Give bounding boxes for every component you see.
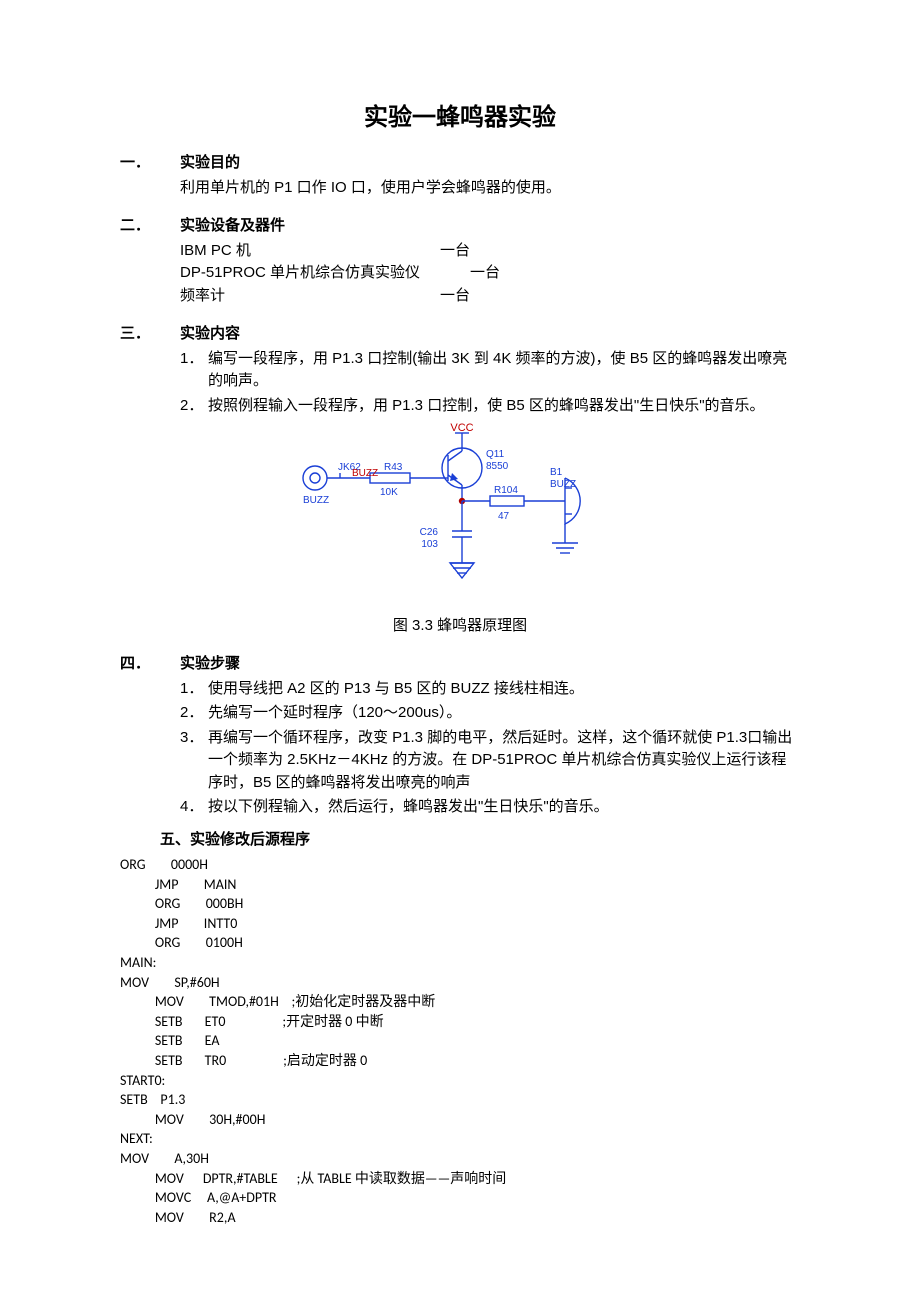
label-c26: C26: [420, 527, 439, 538]
label-c26v: 103: [421, 539, 438, 550]
section-1-num: 一．: [120, 152, 180, 175]
list-item: 2． 先编写一个延时程序（120～200us）。: [180, 702, 800, 725]
equipment-qty: 一台: [440, 240, 470, 263]
equipment-row: DP-51PROC 单片机综合仿真实验仪 一台: [180, 262, 800, 285]
equipment-row: 频率计 一台: [180, 285, 800, 308]
equipment-name: IBM PC 机: [180, 240, 440, 263]
label-vcc: VCC: [450, 423, 473, 434]
schematic-svg: VCC JK62 BUZZ BUZZ R43 10K Q11 8550 R104…: [290, 423, 630, 603]
label-r104: R104: [494, 485, 518, 496]
label-q11: Q11: [486, 449, 505, 460]
list-num: 2．: [180, 395, 208, 418]
label-r43v: 10K: [380, 487, 398, 498]
section-1-heading: 一． 实验目的: [120, 152, 800, 175]
section-3-heading: 三． 实验内容: [120, 323, 800, 346]
figure-buzzer-schematic: VCC JK62 BUZZ BUZZ R43 10K Q11 8550 R104…: [120, 423, 800, 637]
section-3-body: 1． 编写一段程序，用 P1.3 口控制(输出 3K 到 4K 频率的方波)，使…: [180, 348, 800, 418]
section-3-title: 实验内容: [180, 323, 240, 346]
list-num: 1．: [180, 348, 208, 393]
list-text: 先编写一个延时程序（120～200us）。: [208, 702, 800, 725]
section-3-num: 三．: [120, 323, 180, 346]
label-buzz-left: BUZZ: [352, 468, 378, 479]
list-item: 4． 按以下例程输入，然后运行，蜂鸣器发出"生日快乐"的音乐。: [180, 796, 800, 819]
label-r104v: 47: [498, 511, 510, 522]
label-b1v: BUZZ: [550, 479, 576, 490]
source-code: ORG 0000H JMP MAIN ORG 000BH JMP INTT0 O…: [120, 855, 800, 1227]
page-title: 实验一蜂鸣器实验: [120, 100, 800, 136]
section-1-text: 利用单片机的 P1 口作 IO 口，使用户学会蜂鸣器的使用。: [180, 179, 561, 196]
label-q11v: 8550: [486, 461, 509, 472]
section-4-body: 1． 使用导线把 A2 区的 P13 与 B5 区的 BUZZ 接线柱相连。 2…: [180, 678, 800, 819]
list-item: 1． 使用导线把 A2 区的 P13 与 B5 区的 BUZZ 接线柱相连。: [180, 678, 800, 701]
list-text: 按照例程输入一段程序，用 P1.3 口控制，使 B5 区的蜂鸣器发出"生日快乐"…: [208, 395, 800, 418]
list-text: 使用导线把 A2 区的 P13 与 B5 区的 BUZZ 接线柱相连。: [208, 678, 800, 701]
label-r43: R43: [384, 462, 403, 473]
list-num: 1．: [180, 678, 208, 701]
equipment-name: 频率计: [180, 285, 440, 308]
list-num: 2．: [180, 702, 208, 725]
label-b1: B1: [550, 467, 563, 478]
equipment-qty: 一台: [470, 262, 500, 285]
list-text: 按以下例程输入，然后运行，蜂鸣器发出"生日快乐"的音乐。: [208, 796, 800, 819]
list-num: 3．: [180, 727, 208, 795]
label-buzz-under: BUZZ: [303, 495, 329, 506]
equipment-name: DP-51PROC 单片机综合仿真实验仪: [180, 262, 440, 285]
list-num: 4．: [180, 796, 208, 819]
figure-caption: 图 3.3 蜂鸣器原理图: [120, 615, 800, 638]
equipment-qty: 一台: [440, 285, 470, 308]
section-2-heading: 二． 实验设备及器件: [120, 215, 800, 238]
section-1-title: 实验目的: [180, 152, 240, 175]
section-2-num: 二．: [120, 215, 180, 238]
list-text: 编写一段程序，用 P1.3 口控制(输出 3K 到 4K 频率的方波)，使 B5…: [208, 348, 800, 393]
section-2-body: IBM PC 机 一台 DP-51PROC 单片机综合仿真实验仪 一台 频率计 …: [180, 240, 800, 308]
section-4-num: 四．: [120, 653, 180, 676]
list-item: 3． 再编写一个循环程序，改变 P1.3 脚的电平，然后延时。这样，这个循环就使…: [180, 727, 800, 795]
section-1-body: 利用单片机的 P1 口作 IO 口，使用户学会蜂鸣器的使用。: [180, 177, 800, 200]
section-2-title: 实验设备及器件: [180, 215, 285, 238]
equipment-row: IBM PC 机 一台: [180, 240, 800, 263]
section-4-heading: 四． 实验步骤: [120, 653, 800, 676]
section-4-title: 实验步骤: [180, 653, 240, 676]
list-text: 再编写一个循环程序，改变 P1.3 脚的电平，然后延时。这样，这个循环就使 P1…: [208, 727, 800, 795]
list-item: 2． 按照例程输入一段程序，用 P1.3 口控制，使 B5 区的蜂鸣器发出"生日…: [180, 395, 800, 418]
section-5-heading: 五、实验修改后源程序: [160, 829, 800, 852]
list-item: 1． 编写一段程序，用 P1.3 口控制(输出 3K 到 4K 频率的方波)，使…: [180, 348, 800, 393]
